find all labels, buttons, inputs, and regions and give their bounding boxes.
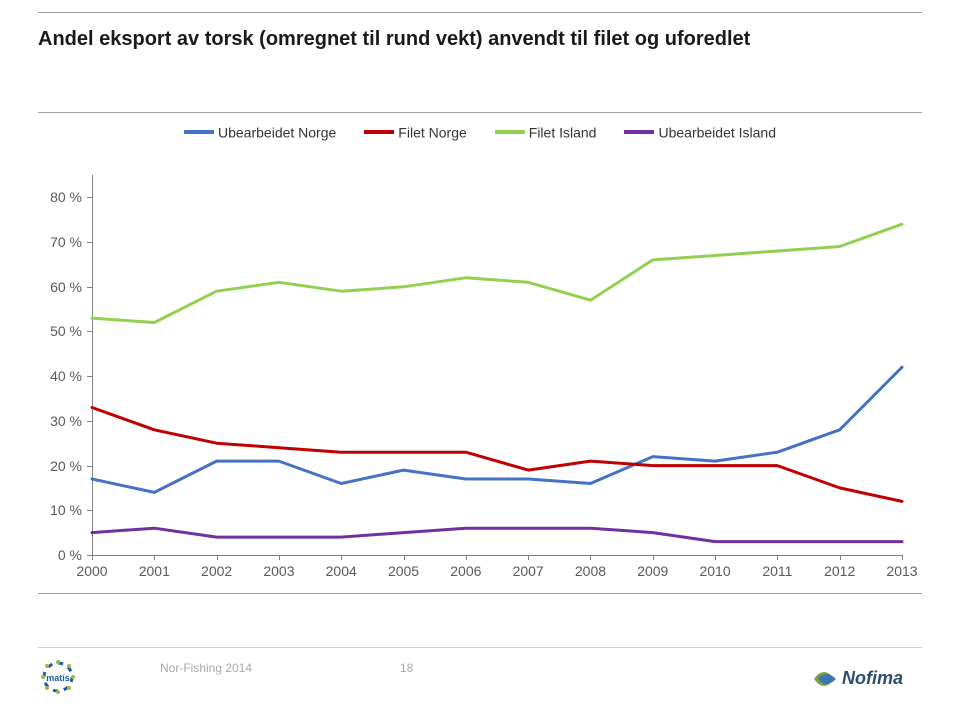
legend-item: Ubearbeidet Island — [624, 123, 776, 140]
legend-label: Filet Norge — [398, 124, 466, 140]
page-title: Andel eksport av torsk (omregnet til run… — [38, 28, 750, 51]
x-tick-label: 2008 — [575, 563, 606, 579]
x-tick — [279, 555, 280, 560]
x-tick-label: 2000 — [76, 563, 107, 579]
legend-swatch — [184, 130, 214, 134]
legend-item: Ubearbeidet Norge — [184, 123, 336, 140]
svg-text:Nofima: Nofima — [842, 668, 903, 688]
nofima-logo: Nofima — [812, 659, 922, 695]
x-tick-label: 2005 — [388, 563, 419, 579]
y-tick-label: 40 % — [38, 368, 82, 384]
x-tick — [653, 555, 654, 560]
line-chart — [92, 175, 902, 555]
series-line — [92, 367, 902, 492]
x-tick-label: 2013 — [886, 563, 917, 579]
x-axis-line — [92, 555, 902, 556]
series-line — [92, 528, 902, 541]
y-tick-label: 0 % — [38, 547, 82, 563]
legend-item: Filet Norge — [364, 123, 466, 140]
legend-swatch — [495, 130, 525, 134]
y-tick-label: 80 % — [38, 189, 82, 205]
x-tick — [92, 555, 93, 560]
footer-source: Nor-Fishing 2014 — [160, 661, 252, 675]
page-number: 18 — [400, 661, 413, 675]
y-tick-label: 20 % — [38, 458, 82, 474]
legend-swatch — [364, 130, 394, 134]
matis-logo: matís — [38, 657, 86, 697]
x-tick-label: 2012 — [824, 563, 855, 579]
legend-label: Ubearbeidet Norge — [218, 124, 336, 140]
x-tick — [217, 555, 218, 560]
x-tick-label: 2011 — [762, 563, 792, 579]
y-tick-label: 10 % — [38, 502, 82, 518]
x-tick — [902, 555, 903, 560]
top-rule — [38, 12, 922, 13]
x-tick — [404, 555, 405, 560]
x-tick — [341, 555, 342, 560]
y-tick-label: 30 % — [38, 413, 82, 429]
footer-rule — [38, 647, 922, 648]
x-tick — [154, 555, 155, 560]
legend-item: Filet Island — [495, 123, 597, 140]
chart-frame: Ubearbeidet Norge Filet Norge Filet Island… — [38, 112, 922, 594]
y-tick-label: 50 % — [38, 323, 82, 339]
x-tick — [590, 555, 591, 560]
x-tick-label: 2006 — [450, 563, 481, 579]
legend: Ubearbeidet Norge Filet Norge Filet Island… — [38, 123, 922, 151]
y-tick-label: 70 % — [38, 234, 82, 250]
x-tick — [715, 555, 716, 560]
x-tick — [777, 555, 778, 560]
svg-text:matís: matís — [46, 673, 70, 683]
x-tick-label: 2001 — [139, 563, 170, 579]
legend-label: Ubearbeidet Island — [658, 124, 776, 140]
x-tick-label: 2002 — [201, 563, 232, 579]
y-tick-label: 60 % — [38, 279, 82, 295]
legend-label: Filet Island — [529, 124, 597, 140]
footer: matís Nor-Fishing 2014 18 Nofima — [0, 639, 960, 709]
x-tick-label: 2010 — [699, 563, 730, 579]
x-tick — [466, 555, 467, 560]
x-tick-label: 2003 — [263, 563, 294, 579]
legend-swatch — [624, 130, 654, 134]
x-tick-label: 2007 — [513, 563, 544, 579]
series-line — [92, 408, 902, 502]
x-tick-label: 2009 — [637, 563, 668, 579]
series-line — [92, 224, 902, 322]
plot-area — [92, 175, 902, 555]
x-tick — [840, 555, 841, 560]
x-tick — [528, 555, 529, 560]
x-tick-label: 2004 — [326, 563, 357, 579]
